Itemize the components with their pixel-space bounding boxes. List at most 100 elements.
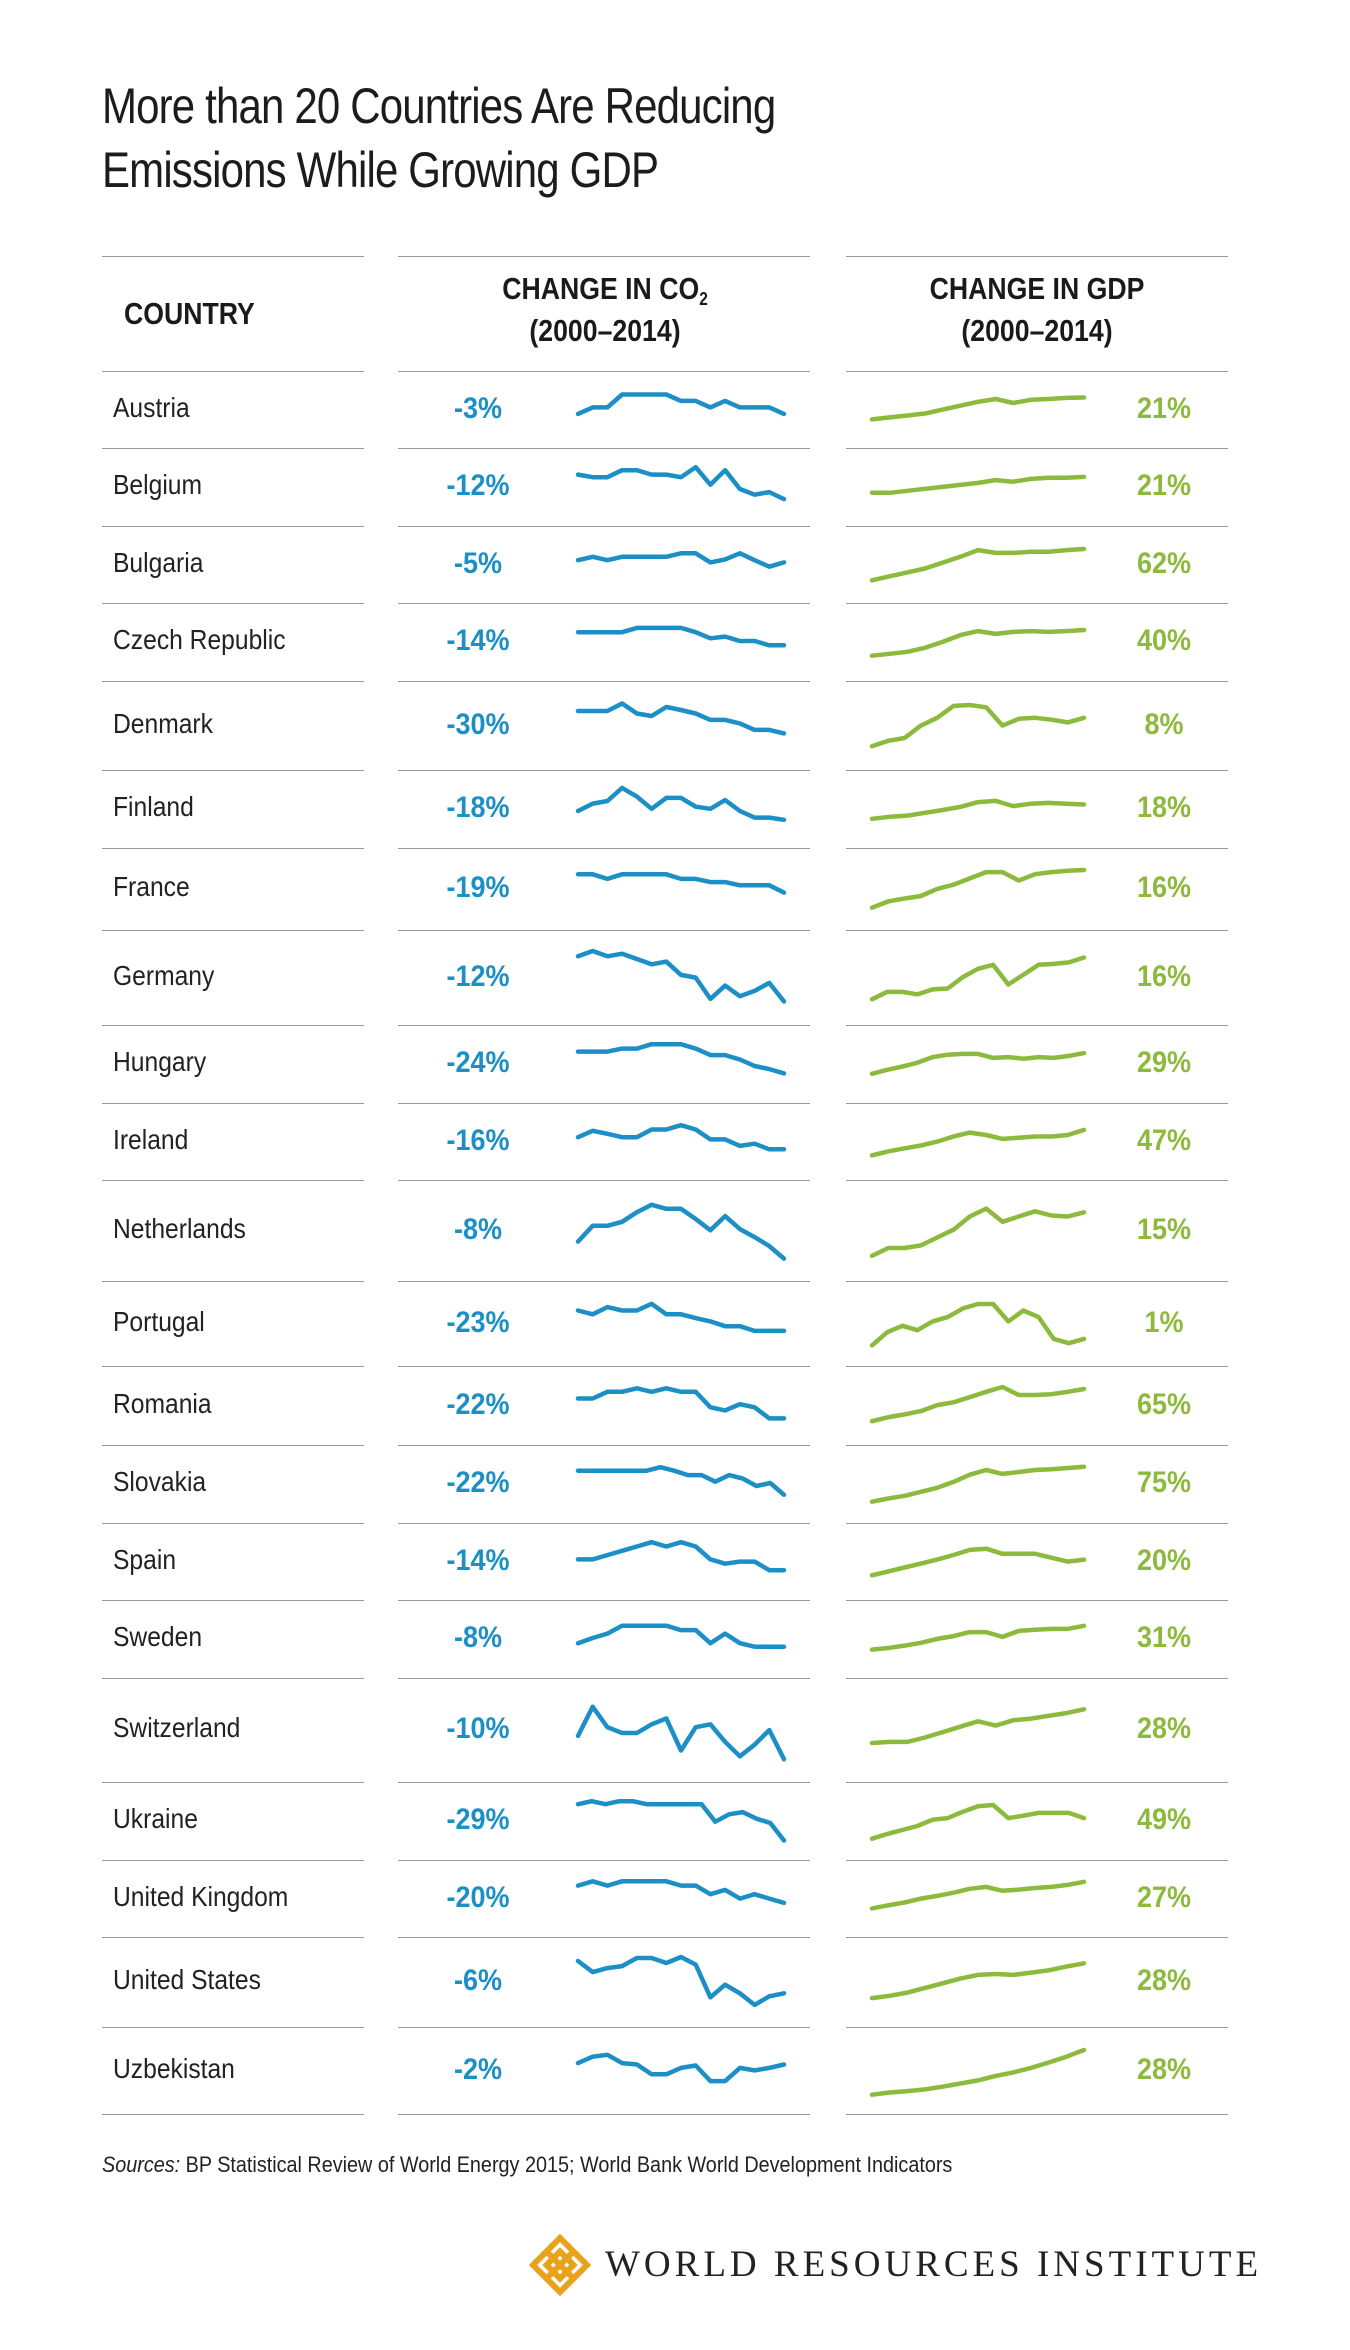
row-rule-gdp: [846, 1180, 1228, 1181]
header-gdp-line-2: (2000–2014): [961, 313, 1113, 348]
row-rule-co2: [398, 1600, 810, 1601]
row-rule-country: [102, 770, 364, 771]
row-country-label: Germany: [113, 959, 215, 991]
row-rule-co2: [398, 930, 810, 931]
co2-sparkline-line: [575, 1539, 787, 1573]
row-rule-country: [102, 371, 364, 372]
row-rule-co2: [398, 681, 810, 682]
gdp-sparkline: [869, 1546, 1087, 1578]
row-rule-gdp: [846, 930, 1228, 931]
co2-sparkline: [575, 700, 787, 736]
row-rule-co2: [398, 1523, 810, 1524]
gdp-sparkline-line: [869, 1879, 1087, 1911]
row-country-label: Czech Republic: [113, 624, 286, 655]
row-rule-co2: [398, 1678, 810, 1679]
row-gdp-change: 28%: [1136, 1964, 1192, 1997]
row-rule-country: [102, 930, 364, 931]
row-gdp-change: 28%: [1136, 2052, 1192, 2086]
co2-sparkline: [575, 1301, 787, 1333]
row-rule-country: [102, 1281, 364, 1282]
row-gdp-change: 49%: [1136, 1803, 1192, 1836]
co2-sparkline-line: [575, 392, 787, 417]
row-rule-country: [102, 1860, 364, 1861]
row-rule-gdp: [846, 1523, 1228, 1524]
gdp-sparkline: [869, 955, 1087, 1002]
row-country-label: Netherlands: [113, 1212, 246, 1244]
chart-title-line-1: More than 20 Countries Are Reducing: [102, 78, 776, 134]
gdp-sparkline: [869, 1706, 1087, 1746]
row-rule-co2: [398, 2027, 810, 2028]
co2-sparkline: [575, 2052, 787, 2084]
row-country-label: Romania: [113, 1387, 212, 1419]
sources-text: BP Statistical Review of World Energy 20…: [180, 2152, 953, 2177]
row-co2-change: -2%: [453, 2052, 503, 2086]
row-rule-gdp: [846, 2114, 1228, 2115]
co2-sparkline: [575, 392, 787, 417]
co2-sparkline-line: [575, 1954, 787, 2007]
co2-sparkline-line: [575, 785, 787, 823]
row-country-label: Belgium: [113, 469, 203, 500]
header-top-rule-co2: [398, 256, 810, 257]
co2-sparkline: [575, 1386, 787, 1422]
row-country-label: Finland: [113, 791, 194, 822]
header-co2: CHANGE IN CO2 (2000–2014): [437, 268, 772, 352]
row-co2-change: -22%: [446, 1466, 510, 1499]
co2-sparkline-line: [575, 1301, 787, 1333]
row-gdp-change: 28%: [1136, 1712, 1192, 1745]
row-rule-co2: [398, 603, 810, 604]
row-rule-country: [102, 2027, 364, 2028]
row-co2-change: -6%: [453, 1964, 503, 1997]
gdp-sparkline: [869, 1051, 1087, 1077]
header-top-rule-country: [102, 256, 364, 257]
row-gdp-change: 16%: [1136, 871, 1192, 904]
gdp-sparkline-line: [869, 395, 1087, 422]
row-country-label: Sweden: [113, 1621, 203, 1652]
row-rule-co2: [398, 770, 810, 771]
row-country-label: Denmark: [113, 707, 213, 739]
chart-title: More than 20 Countries Are Reducing Emis…: [102, 74, 858, 202]
header-co2-subscript: 2: [699, 289, 708, 309]
co2-sparkline-line: [575, 1878, 787, 1906]
row-country-label: Hungary: [113, 1046, 207, 1077]
co2-sparkline: [575, 1623, 787, 1650]
row-co2-change: -8%: [453, 1212, 503, 1246]
co2-sparkline-line: [575, 2052, 787, 2084]
row-rule-gdp: [846, 681, 1228, 682]
header-co2-line-1: CHANGE IN CO: [502, 271, 700, 306]
row-rule-co2: [398, 1103, 810, 1104]
gdp-sparkline: [869, 1385, 1087, 1424]
row-gdp-change: 75%: [1136, 1466, 1192, 1499]
row-country-label: United States: [113, 1964, 261, 1995]
row-rule-gdp: [846, 770, 1228, 771]
row-country-label: Uzbekistan: [113, 2052, 235, 2084]
row-rule-country: [102, 1600, 364, 1601]
gdp-sparkline: [869, 1802, 1087, 1842]
row-gdp-change: 1%: [1144, 1305, 1184, 1339]
row-co2-change: -12%: [446, 959, 510, 993]
row-country-label: Spain: [113, 1543, 177, 1575]
row-gdp-change: 16%: [1136, 959, 1192, 993]
header-top-rule-gdp: [846, 256, 1228, 257]
row-rule-country: [102, 1445, 364, 1446]
gdp-sparkline-line: [869, 1206, 1087, 1259]
gdp-sparkline-line: [869, 627, 1087, 659]
gdp-sparkline: [869, 1623, 1087, 1653]
header-gdp-line-1: CHANGE IN GDP: [929, 271, 1145, 306]
co2-sparkline: [575, 1539, 787, 1573]
row-rule-gdp: [846, 1281, 1228, 1282]
co2-sparkline: [575, 1799, 787, 1843]
row-co2-change: -23%: [446, 1305, 510, 1339]
row-gdp-change: 8%: [1144, 707, 1184, 741]
row-rule-gdp: [846, 1860, 1228, 1861]
row-co2-change: -3%: [453, 391, 503, 425]
gdp-sparkline: [869, 1464, 1087, 1505]
row-rule-gdp: [846, 848, 1228, 849]
gdp-sparkline-line: [869, 798, 1087, 822]
gdp-sparkline: [869, 1127, 1087, 1158]
gdp-sparkline: [869, 798, 1087, 822]
gdp-sparkline: [869, 1301, 1087, 1348]
row-gdp-change: 15%: [1136, 1212, 1192, 1246]
row-rule-co2: [398, 371, 810, 372]
row-country-label: Austria: [113, 391, 190, 423]
co2-sparkline-line: [575, 1623, 787, 1650]
